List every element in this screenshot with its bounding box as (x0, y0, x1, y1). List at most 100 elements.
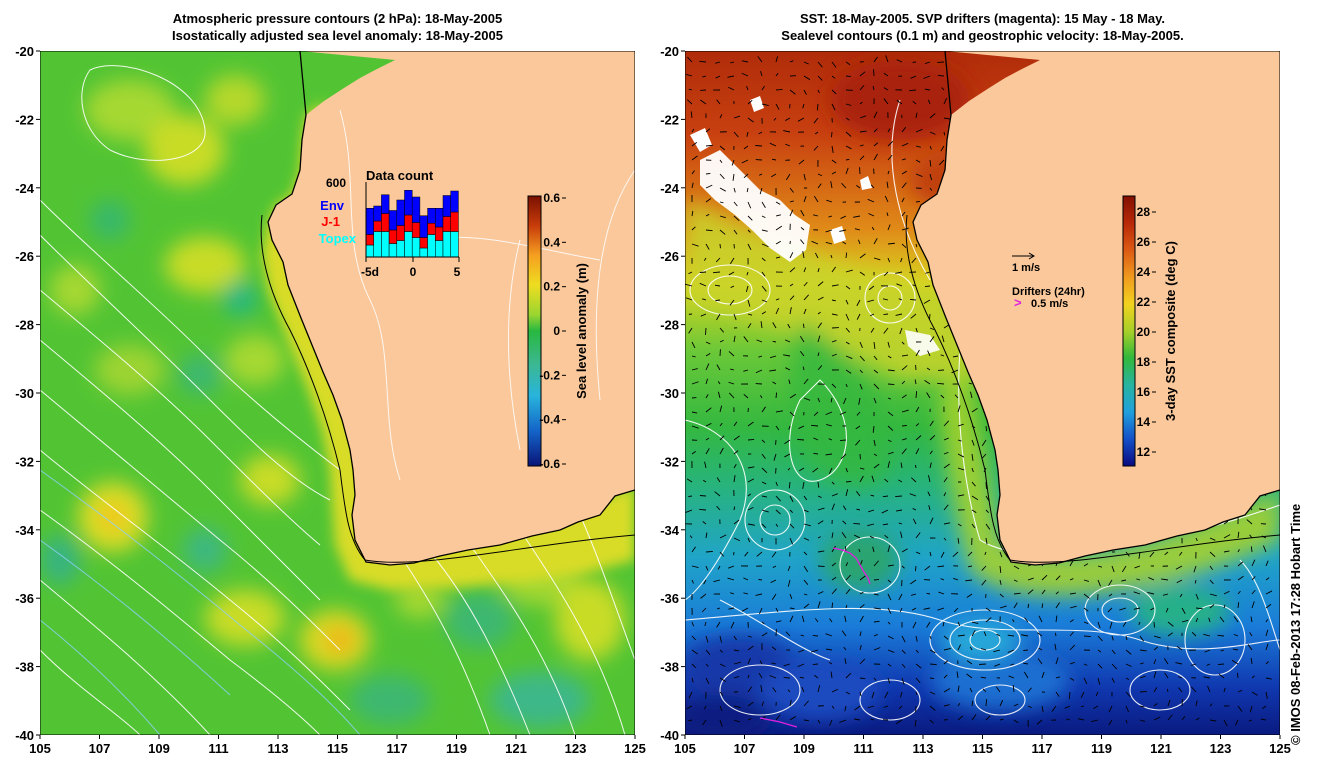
velocity-vector (899, 327, 903, 335)
lon-label: 113 (268, 741, 289, 756)
lon-label: 105 (674, 741, 696, 756)
velocity-vector (831, 131, 833, 138)
velocity-vector (1041, 705, 1044, 713)
velocity-vector (859, 604, 865, 609)
velocity-vector (1013, 602, 1018, 609)
right-title-line1: SST: 18-May-2005. SVP drifters (magenta)… (799, 11, 1166, 26)
velocity-vector (909, 579, 917, 585)
velocity-vector (798, 425, 805, 429)
velocity-vector (1246, 519, 1253, 525)
velocity-vector (915, 649, 919, 654)
velocity-vector (789, 60, 794, 63)
velocity-vector (817, 281, 824, 287)
velocity-vector (859, 615, 864, 623)
velocity-vector (969, 687, 973, 693)
velocity-vector (886, 212, 889, 217)
velocity-vector (901, 341, 905, 345)
velocity-vector (839, 411, 847, 416)
sst-colorbar: 28 26 24 22 20 18 16 14 12 3-day SST composite (… (1122, 195, 1178, 467)
velocity-vector (1013, 719, 1019, 724)
velocity-vector (691, 677, 694, 683)
velocity-vector (761, 509, 769, 513)
velocity-vector (771, 551, 777, 558)
velocity-vector (699, 60, 707, 63)
velocity-vector (769, 675, 777, 679)
velocity-vector (704, 705, 707, 710)
velocity-vector (730, 621, 735, 629)
velocity-vector (715, 299, 721, 302)
colorbar-tick-label: -0.4 (539, 413, 560, 427)
velocity-vector (885, 55, 889, 63)
velocity-vector (1250, 546, 1253, 553)
sla-colorbar-scale (527, 195, 542, 467)
velocity-vector (884, 691, 889, 699)
velocity-vector (883, 705, 889, 708)
velocity-vector (872, 425, 875, 433)
velocity-vector (901, 380, 906, 385)
velocity-vector (1265, 577, 1270, 581)
velocity-vector (1139, 719, 1146, 722)
velocity-vector (775, 523, 779, 528)
velocity-vector (775, 481, 778, 487)
velocity-vector (999, 579, 1002, 585)
velocity-vector (733, 506, 736, 511)
velocity-vector (733, 450, 739, 455)
velocity-vector (813, 437, 819, 441)
velocity-vector (761, 285, 767, 292)
velocity-vector (1027, 603, 1030, 609)
velocity-vector (1080, 705, 1085, 708)
velocity-vector (772, 565, 777, 568)
velocity-vector (1108, 593, 1113, 597)
velocity-vector (966, 660, 973, 665)
velocity-vector (873, 634, 878, 637)
velocity-vector (873, 439, 876, 447)
velocity-vector (801, 686, 805, 693)
velocity-vector (775, 509, 781, 515)
velocity-vector (817, 352, 820, 357)
velocity-vector (1097, 621, 1101, 629)
velocity-vector (845, 285, 851, 290)
velocity-vector (845, 574, 851, 581)
velocity-vector (775, 89, 783, 91)
velocity-vector (1259, 508, 1267, 511)
velocity-vector (923, 299, 931, 304)
velocity-vector (873, 111, 878, 119)
colorbar-tick-label: 0.4 (543, 235, 560, 249)
velocity-vector (705, 229, 713, 232)
velocity-vector (887, 411, 894, 417)
velocity-vector (859, 645, 862, 651)
velocity-vector (789, 209, 794, 217)
velocity-vector (733, 131, 739, 138)
velocity-vector (1204, 649, 1211, 653)
velocity-vector (983, 631, 987, 637)
velocity-vector (1083, 607, 1089, 612)
lat-label: -36 (660, 591, 679, 606)
velocity-vector (940, 394, 945, 399)
velocity-vector (900, 257, 903, 263)
velocity-vector (957, 423, 964, 427)
velocity-vector (830, 181, 833, 189)
velocity-vector (1097, 663, 1103, 669)
velocity-vector (872, 546, 875, 553)
velocity-vector (747, 537, 751, 543)
velocity-vector (915, 159, 921, 163)
velocity-vector (1147, 592, 1155, 595)
left-sea-level-field (40, 51, 635, 735)
left-title-line2: Isostatically adjusted sea level anomaly… (172, 28, 503, 43)
velocity-vector (743, 369, 749, 372)
velocity-vector (882, 495, 889, 498)
velocity-vector (1153, 671, 1157, 679)
velocity-vector (715, 61, 721, 64)
velocity-vector (813, 145, 819, 151)
velocity-vector (817, 397, 821, 403)
velocity-vector (817, 685, 821, 693)
velocity-vector (1203, 633, 1211, 637)
velocity-vector (813, 411, 819, 417)
velocity-vector (719, 705, 723, 712)
velocity-vector (705, 363, 710, 371)
velocity-vector (957, 453, 965, 458)
velocity-vector (831, 493, 838, 497)
velocity-vector (845, 252, 848, 259)
velocity-vector (1134, 565, 1141, 569)
velocity-vector (1091, 719, 1099, 723)
